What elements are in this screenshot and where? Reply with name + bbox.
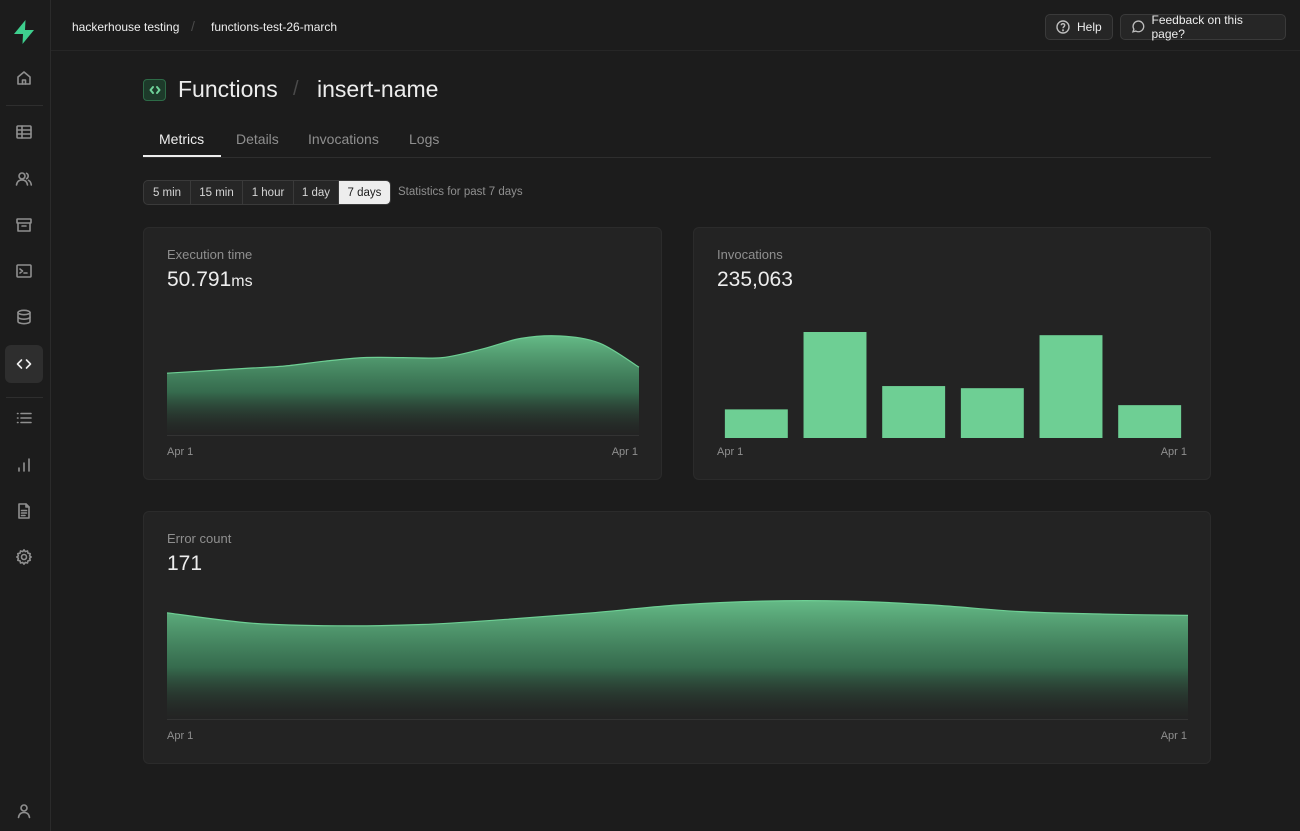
interval-selector: 5 min 15 min 1 hour 1 day 7 days [143,180,391,205]
message-circle-icon [1131,20,1145,33]
sidebar-item-edge-functions[interactable] [5,345,43,383]
interval-5min[interactable]: 5 min [144,181,191,204]
invocations-chart [724,332,1182,438]
terminal-icon [16,264,32,278]
sidebar-item-sql-editor[interactable] [5,252,43,290]
bar-3 [960,388,1024,438]
tab-invocations[interactable]: Invocations [308,131,379,147]
sidebar-item-database[interactable] [5,298,43,336]
bar-2 [882,386,946,438]
card-label: Execution time [167,247,253,262]
card-value: 235,063 [717,268,793,291]
bar-0 [724,409,788,438]
interval-1day[interactable]: 1 day [294,181,339,204]
sidebar-item-api-docs[interactable] [5,492,43,530]
card-value: 171 [167,552,203,575]
feedback-button[interactable]: Feedback on this page? [1120,13,1286,41]
interval-7days[interactable]: 7 days [339,181,390,204]
list-icon [16,412,32,424]
page-title-section[interactable]: Functions [178,76,278,102]
sidebar-item-home[interactable] [5,59,43,97]
x-tick-end: Apr 1 [1160,730,1187,742]
active-tab-indicator [143,155,221,157]
home-icon [17,71,31,85]
help-circle-icon [1056,20,1070,34]
help-button[interactable]: Help [1045,14,1113,40]
sidebar-item-account[interactable] [5,792,43,830]
title-separator: / [293,78,299,100]
card-label: Error count [167,531,232,546]
area-series-line [166,335,640,374]
sidebar-item-settings[interactable] [5,538,43,576]
supabase-logo-icon[interactable] [10,18,38,46]
database-icon [17,309,31,325]
sidebar-divider [6,105,43,106]
tab-metrics[interactable]: Metrics [159,131,205,147]
interval-1hour[interactable]: 1 hour [243,181,294,204]
chart-baseline [167,435,639,436]
document-icon [18,503,30,519]
invocations-card: Invocations 235,063 Apr 1 Apr 1 [693,227,1211,480]
help-label: Help [1077,20,1102,34]
breadcrumb-project[interactable]: functions-test-26-march [211,20,338,34]
code-icon [149,86,160,94]
sidebar-item-reports[interactable] [5,446,43,484]
x-tick-start: Apr 1 [167,446,194,458]
bar-1 [803,332,867,438]
interval-15min[interactable]: 15 min [191,181,243,204]
tab-logs[interactable]: Logs [409,131,440,147]
bar-chart-icon [18,458,30,472]
card-value: 50.791ms [167,268,253,292]
table-editor-icon [16,125,32,139]
storage-archive-icon [16,218,32,232]
area-series-line [166,600,1189,627]
page-title-function: insert-name [317,76,439,102]
tab-details[interactable]: Details [236,131,279,147]
breadcrumb-separator: / [191,18,195,34]
code-icon [16,359,32,369]
x-tick-end: Apr 1 [611,446,638,458]
feedback-label: Feedback on this page? [1151,13,1243,41]
bar-4 [1039,335,1103,438]
card-value-number: 50.791 [167,268,232,291]
functions-page-icon [143,79,166,101]
error-count-chart [166,600,1189,722]
x-tick-start: Apr 1 [717,446,744,458]
card-value-unit: ms [231,273,253,290]
execution-time-card: Execution time 50.791ms Apr 1 Apr 1 [143,227,662,480]
sidebar-item-logs[interactable] [5,399,43,437]
breadcrumb-org[interactable]: hackerhouse testing [72,20,180,34]
user-icon [17,804,31,819]
error-count-card: Error count 171 Apr 1 Apr 1 [143,511,1211,764]
sidebar-item-table-editor[interactable] [5,113,43,151]
sidebar [0,0,51,831]
card-label: Invocations [717,247,783,262]
settings-icon [16,549,32,565]
users-icon [15,172,33,186]
x-tick-end: Apr 1 [1160,446,1187,458]
area-series [167,335,639,438]
top-bar [51,0,1300,51]
bar-5 [1118,405,1182,438]
area-series [167,600,1188,722]
execution-time-chart [166,335,640,438]
interval-note: Statistics for past 7 days [398,186,523,198]
x-tick-start: Apr 1 [167,730,194,742]
tabs-divider [143,157,1211,158]
chart-baseline [167,719,1188,720]
sidebar-item-authentication[interactable] [5,160,43,198]
sidebar-item-storage[interactable] [5,206,43,244]
sidebar-divider [6,397,43,398]
